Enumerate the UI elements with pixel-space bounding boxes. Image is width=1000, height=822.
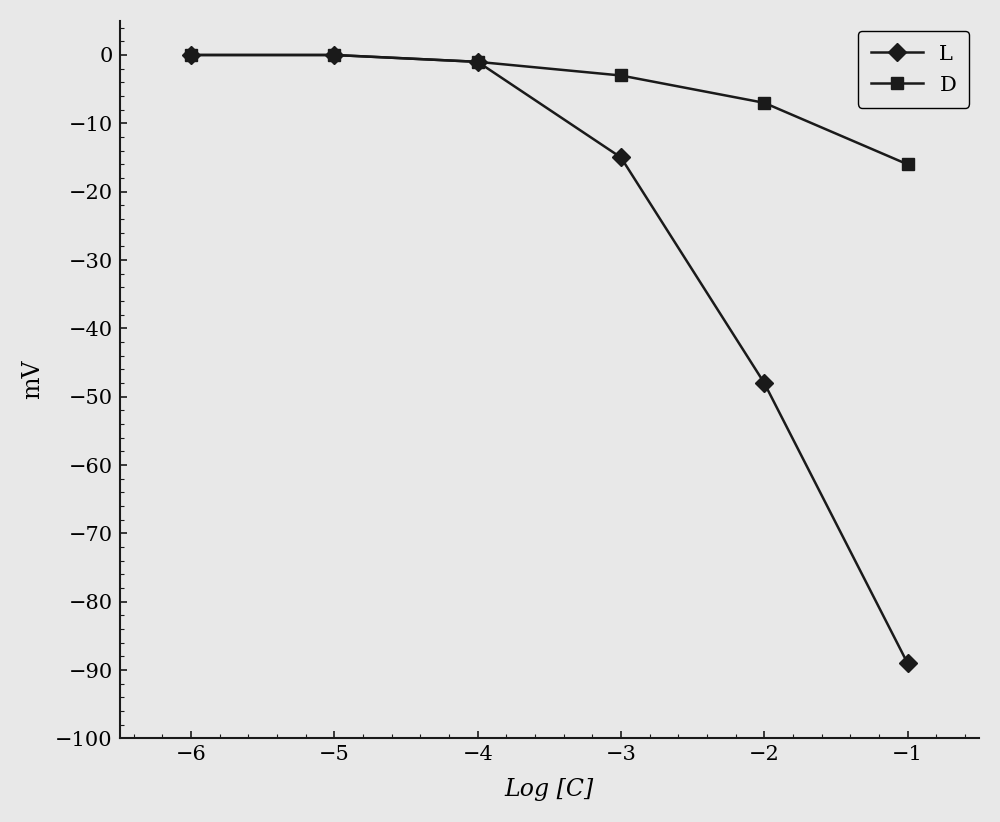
D xyxy=(902,159,914,169)
Legend: L, D: L, D xyxy=(858,31,969,108)
D xyxy=(185,50,197,60)
X-axis label: Log [C]: Log [C] xyxy=(505,778,594,801)
L xyxy=(185,50,197,60)
D xyxy=(472,57,484,67)
D xyxy=(328,50,340,60)
L xyxy=(615,153,627,163)
Y-axis label: mV: mV xyxy=(21,360,44,399)
L xyxy=(758,378,770,388)
D xyxy=(758,98,770,108)
L xyxy=(328,50,340,60)
Line: D: D xyxy=(185,48,914,171)
D xyxy=(615,71,627,81)
L xyxy=(902,658,914,668)
Line: L: L xyxy=(185,48,914,669)
L xyxy=(472,57,484,67)
